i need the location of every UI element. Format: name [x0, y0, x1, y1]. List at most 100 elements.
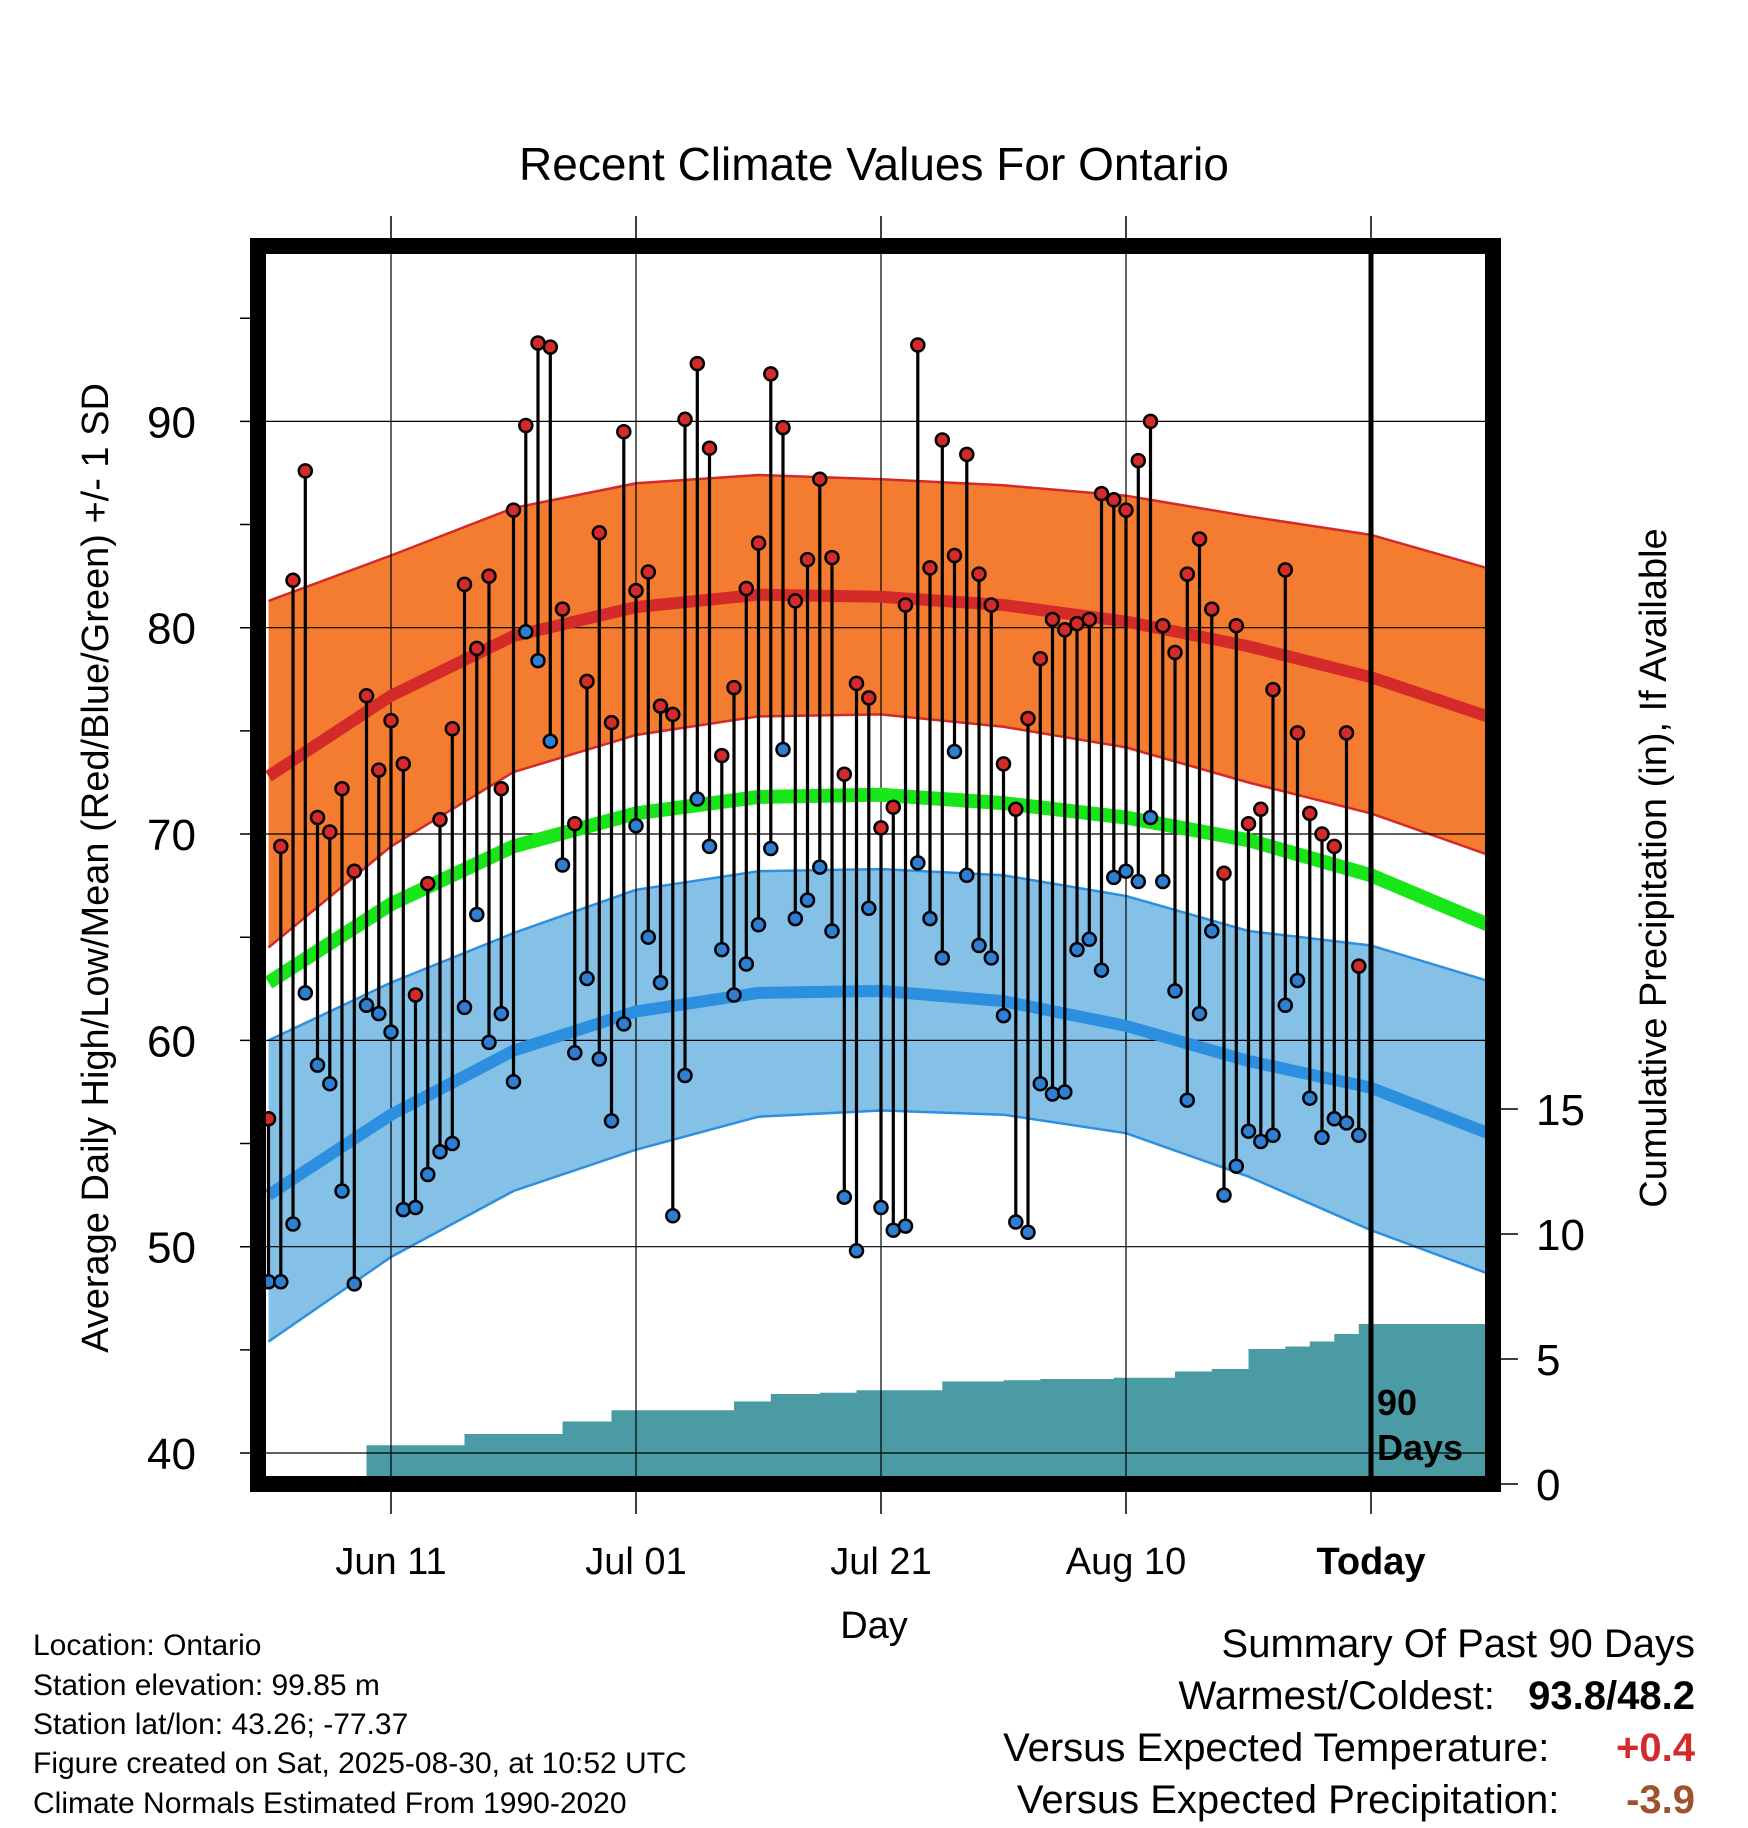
high-point	[1240, 815, 1257, 832]
today-label-90: 90	[1377, 1382, 1417, 1423]
high-point	[1142, 413, 1159, 430]
low-point	[1289, 972, 1306, 989]
y-axis-label: Average Daily High/Low/Mean (Red/Blue/Gr…	[75, 383, 117, 1353]
high-point	[1351, 958, 1367, 974]
y-tick-label: 60	[147, 1017, 196, 1066]
high-point	[1289, 725, 1306, 741]
high-point	[689, 355, 706, 372]
low-point	[1314, 1129, 1330, 1146]
low-point	[738, 956, 755, 972]
high-point	[836, 766, 853, 782]
x-tick-label: Aug 10	[1066, 1541, 1186, 1583]
high-point	[603, 714, 620, 731]
high-point	[959, 446, 975, 463]
high-point	[971, 566, 987, 582]
low-point	[505, 1073, 522, 1090]
y-tick-label: 50	[147, 1224, 196, 1273]
high-point	[444, 721, 461, 737]
high-point	[824, 549, 840, 566]
low-point	[861, 900, 877, 917]
low-point	[1081, 931, 1098, 948]
low-point	[603, 1113, 620, 1129]
high-point	[383, 712, 399, 729]
low-point	[873, 1199, 889, 1216]
high-point	[1093, 485, 1110, 502]
high-point	[848, 675, 865, 692]
low-point	[407, 1199, 424, 1216]
high-point	[616, 423, 632, 440]
high-point	[1216, 865, 1232, 882]
x-tick-label: Jul 01	[585, 1541, 686, 1583]
low-point	[799, 892, 816, 908]
high-point	[1020, 710, 1036, 727]
warm-cold-label: Warmest/Coldest:	[1178, 1674, 1495, 1718]
high-point	[640, 564, 657, 580]
high-point	[1032, 650, 1049, 667]
low-point	[714, 941, 730, 958]
high-point	[542, 339, 559, 355]
low-point	[652, 974, 669, 991]
summary-title: Summary Of Past 90 Days	[1221, 1622, 1695, 1666]
high-point	[1326, 838, 1343, 855]
low-point	[1106, 869, 1122, 886]
low-point	[897, 1218, 914, 1234]
high-point	[861, 690, 877, 706]
low-point	[934, 950, 951, 966]
low-point	[420, 1166, 436, 1183]
low-point	[1167, 983, 1183, 999]
high-point	[469, 640, 485, 657]
low-point	[297, 985, 314, 1001]
low-point	[640, 929, 657, 945]
low-point	[1302, 1090, 1318, 1106]
low-point	[285, 1216, 301, 1232]
low-point	[1338, 1115, 1355, 1131]
low-point	[677, 1067, 693, 1084]
low-point	[1277, 997, 1294, 1014]
low-point	[481, 1034, 497, 1051]
high-point	[1228, 617, 1245, 634]
high-point	[505, 502, 522, 518]
high-point	[1155, 617, 1171, 634]
x-tick-label: Jun 11	[335, 1541, 446, 1583]
high-normal-line	[265, 588, 1493, 782]
low-point	[1032, 1075, 1049, 1092]
latlon-text: Station lat/lon: 43.26; -77.37	[33, 1708, 409, 1741]
high-point	[432, 811, 448, 828]
high-point	[1118, 502, 1134, 518]
coldest-value: 48.2	[1617, 1674, 1695, 1718]
high-point	[665, 706, 681, 723]
high-point	[922, 560, 938, 576]
high-point	[554, 601, 571, 617]
high-point	[652, 698, 669, 714]
high-point	[346, 863, 363, 879]
high-point	[1277, 562, 1294, 578]
low-point	[824, 923, 840, 939]
low-point	[763, 840, 779, 857]
high-point	[456, 576, 473, 593]
warmest-value: 93.8	[1528, 1674, 1607, 1718]
precip-value: -3.9	[1626, 1778, 1695, 1822]
high-point	[1338, 725, 1355, 741]
high-point	[309, 809, 326, 826]
low-point	[836, 1189, 853, 1205]
low-point	[1020, 1224, 1036, 1241]
low-point	[1155, 873, 1171, 890]
today-label-days: Days	[1377, 1427, 1463, 1468]
high-point	[750, 535, 767, 551]
high-point	[579, 673, 595, 690]
low-point	[971, 937, 987, 954]
high-point	[1130, 452, 1147, 469]
low-point	[579, 970, 595, 987]
high-point	[481, 568, 497, 584]
high-point	[763, 366, 779, 382]
high-point	[1314, 826, 1330, 842]
low-point	[995, 1007, 1012, 1024]
high-point	[983, 597, 1000, 613]
chart-title: Recent Climate Values For Ontario	[519, 138, 1229, 190]
high-point	[775, 419, 791, 436]
low-point	[469, 906, 485, 923]
y-tick-label: 80	[147, 605, 196, 654]
low-point	[444, 1135, 461, 1152]
low-point	[383, 1024, 399, 1040]
